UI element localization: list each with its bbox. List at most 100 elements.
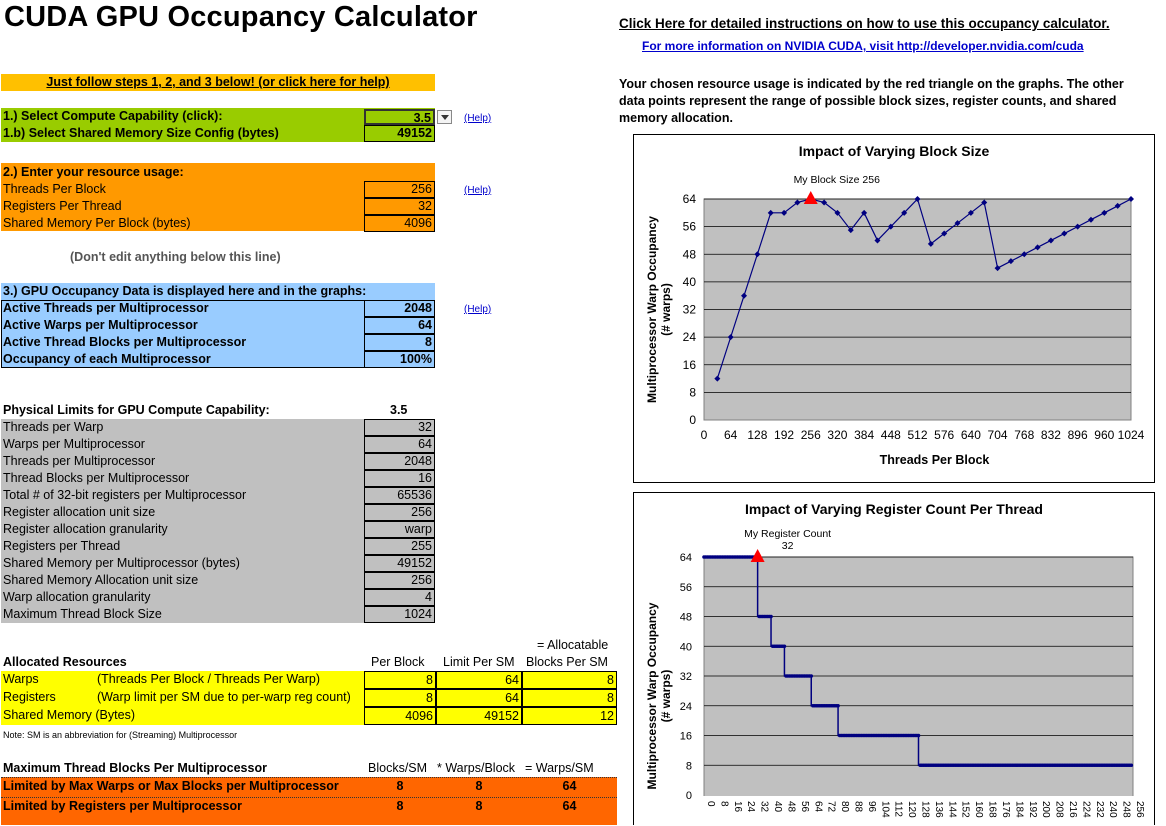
step2-header: 2.) Enter your resource usage: [3,165,184,179]
step3-help-link[interactable]: (Help) [464,304,492,315]
step3-panel [1,283,435,368]
limit-per-sm-header: Limit Per SM [443,655,515,669]
x-tick-label: 448 [881,428,901,442]
x-tick-label: 64 [812,801,823,813]
limit-row-label: Total # of 32-bit registers per Multipro… [3,488,247,502]
occupancy-row-value: 2048 [364,300,435,317]
max-blocks-panel [1,777,617,825]
data-point [714,375,721,382]
allocated-limit-per-sm: 64 [436,671,522,689]
y-tick-label: 40 [683,275,697,289]
y-tick-label: 24 [680,701,692,713]
limit-row-label: Shared Memory Allocation unit size [3,573,199,587]
occupancy-row-value: 8 [364,334,435,351]
warps-block-header: * Warps/Block [437,761,516,775]
x-tick-label: 104 [879,801,890,818]
limit-row-label: Threads per Warp [3,420,104,434]
steps-banner-link[interactable]: Just follow steps 1, 2, and 3 below! (or… [1,74,435,91]
step2-input[interactable]: 4096 [364,215,435,232]
x-tick-label: 192 [774,428,794,442]
series-line [716,197,1132,379]
max-warps-sm-value: 64 [562,799,577,813]
x-tick-label: 256 [1134,801,1145,818]
limit-row-value: 2048 [364,453,435,470]
data-point [836,703,840,708]
allocated-row-label: Registers [3,690,56,704]
compute-capability-dropdown-button[interactable] [437,110,452,124]
max-blocks-value: 8 [396,799,404,813]
data-point [769,614,773,619]
limit-row-label: Registers per Thread [3,539,121,553]
x-tick-label: 512 [907,428,927,442]
x-tick-label: 0 [701,428,708,442]
x-tick-label: 704 [988,428,1008,442]
max-blocks-value: 8 [396,779,404,793]
data-point [914,196,921,202]
data-point [927,240,934,247]
y-tick-label: 0 [689,413,696,427]
marker-label-value: 32 [782,540,794,552]
y-tick-label: 40 [680,641,692,653]
data-point [794,199,801,206]
data-point [901,209,908,216]
allocated-limit-per-sm: 64 [436,689,522,707]
x-tick-label: 152 [960,801,971,818]
per-block-header: Per Block [371,655,425,669]
data-point [727,334,734,341]
x-tick-label: 232 [1094,801,1105,818]
max-warps-block-value: 8 [475,779,483,793]
x-tick-label: 16 [732,801,743,813]
limit-row-value: 1024 [364,606,435,623]
nvidia-cuda-link[interactable]: For more information on NVIDIA CUDA, vis… [642,39,1084,53]
limit-row-label: Register allocation unit size [3,505,156,519]
x-tick-label: 168 [987,801,998,818]
block-size-marker [803,191,818,204]
limits-capability: 3.5 [390,403,408,417]
plot-area [703,556,1134,826]
x-tick-label: 896 [1068,428,1088,442]
x-tick-label: 240 [1107,801,1118,818]
step2-input[interactable]: 32 [364,198,435,215]
data-point [887,223,894,230]
x-tick-label: 136 [933,801,944,818]
register-count-chart-title: Impact of Varying Register Count Per Thr… [745,501,1043,517]
data-point [809,674,814,678]
y-axis-label: Multiprocessor Warp Occupancy [645,602,659,789]
sm-note: Note: SM is an abbreviation for (Streami… [3,730,238,740]
step1-help-link[interactable]: (Help) [464,113,492,124]
dont-edit-note: (Don't edit anything below this line) [70,250,281,264]
y-tick-label: 64 [683,192,697,206]
data-point [861,209,868,216]
block-size-chart-title: Impact of Varying Block Size [798,143,990,159]
step2-input[interactable]: 256 [364,181,435,198]
instructions-link[interactable]: Click Here for detailed instructions on … [619,16,1110,31]
x-tick-label: 176 [1000,801,1011,818]
x-tick-label: 248 [1121,801,1132,818]
occupancy-row-label: Occupancy of each Multiprocessor [3,352,211,366]
x-tick-label: 8 [718,801,729,807]
y-tick-label: 32 [680,671,692,683]
data-point [741,292,748,299]
limit-row-label: Register allocation granularity [3,522,168,536]
y-axis-label: Multiprocessor Warp Occupancy [645,216,659,403]
max-blocks-row-label: Limited by Max Warps or Max Blocks per M… [3,779,339,793]
allocatable-label: = Allocatable [537,638,609,652]
data-point [941,230,948,237]
y-tick-label: 48 [683,247,697,261]
chevron-down-icon [441,115,449,120]
x-tick-label: 24 [745,801,756,813]
data-point [1034,244,1041,251]
compute-capability-select[interactable]: 3.5 [364,109,435,125]
data-point [1021,251,1028,258]
x-tick-label: 0 [705,801,716,807]
step2-help-link[interactable]: (Help) [464,185,492,196]
allocated-limit-per-sm: 49152 [436,707,522,725]
limit-row-value: 32 [364,419,435,436]
warps-sm-header: = Warps/SM [525,761,594,775]
y-tick-label: 56 [680,582,692,594]
x-tick-label: 40 [772,801,783,813]
x-tick-label: 144 [946,801,957,818]
limit-row-value: 256 [364,504,435,521]
shared-memory-config-select[interactable]: 49152 [364,125,435,142]
